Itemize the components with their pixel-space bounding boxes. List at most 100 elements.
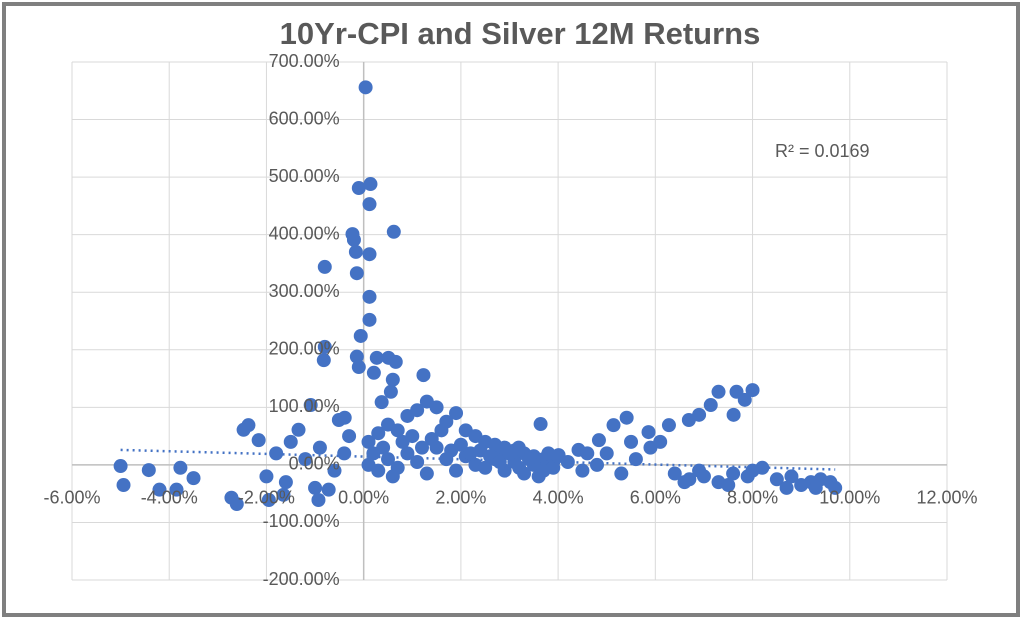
point bbox=[614, 466, 629, 481]
point bbox=[346, 232, 361, 247]
point bbox=[337, 446, 352, 461]
y-tick-label: 600.00% bbox=[269, 108, 340, 128]
point bbox=[348, 244, 363, 259]
point bbox=[173, 460, 188, 475]
point bbox=[317, 259, 332, 274]
point bbox=[619, 410, 634, 425]
x-tick-label: 0.00% bbox=[338, 488, 389, 508]
point bbox=[405, 429, 420, 444]
point bbox=[769, 472, 784, 487]
point bbox=[278, 475, 293, 490]
point bbox=[380, 452, 395, 467]
point bbox=[661, 418, 676, 433]
point bbox=[259, 469, 274, 484]
point bbox=[779, 480, 794, 495]
point bbox=[351, 181, 366, 196]
point bbox=[361, 434, 376, 449]
point bbox=[745, 463, 760, 478]
point bbox=[726, 466, 741, 481]
point bbox=[358, 80, 373, 95]
point bbox=[453, 437, 468, 452]
point bbox=[531, 469, 546, 484]
point bbox=[667, 466, 682, 481]
point bbox=[726, 407, 741, 422]
x-tick-label: 6.00% bbox=[630, 488, 681, 508]
point bbox=[641, 425, 656, 440]
point bbox=[624, 434, 639, 449]
point bbox=[276, 487, 291, 502]
point bbox=[808, 480, 823, 495]
point bbox=[478, 460, 493, 475]
point bbox=[703, 398, 718, 413]
point bbox=[692, 463, 707, 478]
point bbox=[383, 384, 398, 399]
chart-title: 10Yr-CPI and Silver 12M Returns bbox=[280, 16, 761, 51]
y-tick-label: 0.00% bbox=[289, 454, 340, 474]
point bbox=[390, 423, 405, 438]
y-tick-label: -200.00% bbox=[263, 569, 340, 589]
point bbox=[353, 328, 368, 343]
x-tick-label: 4.00% bbox=[533, 488, 584, 508]
point bbox=[362, 289, 377, 304]
point bbox=[385, 372, 400, 387]
point bbox=[376, 440, 391, 455]
point bbox=[681, 412, 696, 427]
point bbox=[677, 475, 692, 490]
point bbox=[349, 349, 364, 364]
point bbox=[653, 434, 668, 449]
point bbox=[721, 478, 736, 493]
point bbox=[317, 339, 332, 354]
point bbox=[308, 480, 323, 495]
y-tick-label: 500.00% bbox=[269, 166, 340, 186]
point bbox=[152, 482, 167, 497]
point bbox=[737, 392, 752, 407]
x-tick-label: -6.00% bbox=[43, 488, 100, 508]
point bbox=[371, 426, 386, 441]
y-tick-label: 700.00% bbox=[269, 51, 340, 71]
point bbox=[429, 400, 444, 415]
y-tick-label: 200.00% bbox=[269, 339, 340, 359]
point bbox=[591, 433, 606, 448]
x-tick-label: 2.00% bbox=[435, 488, 486, 508]
point bbox=[424, 431, 439, 446]
point bbox=[369, 350, 384, 365]
point bbox=[388, 354, 403, 369]
point bbox=[410, 403, 425, 418]
point bbox=[449, 463, 464, 478]
point bbox=[590, 457, 604, 472]
point bbox=[362, 312, 377, 327]
point bbox=[502, 446, 517, 461]
point bbox=[342, 429, 357, 444]
point bbox=[745, 383, 760, 398]
point bbox=[492, 455, 507, 470]
point bbox=[385, 469, 400, 484]
point bbox=[362, 247, 377, 262]
point bbox=[269, 446, 284, 461]
marks bbox=[113, 80, 843, 512]
x-tick-label: 12.00% bbox=[916, 488, 977, 508]
point bbox=[366, 365, 381, 380]
point bbox=[116, 478, 131, 493]
point bbox=[311, 492, 326, 507]
point bbox=[141, 463, 156, 478]
point bbox=[283, 434, 298, 449]
y-tick-label: -100.00% bbox=[263, 511, 340, 531]
y-tick-label: 400.00% bbox=[269, 223, 340, 243]
x-tick-label: 10.00% bbox=[819, 488, 880, 508]
point bbox=[828, 480, 843, 495]
point bbox=[321, 482, 336, 497]
point bbox=[251, 433, 266, 448]
point bbox=[434, 423, 449, 438]
point bbox=[628, 452, 643, 467]
point bbox=[711, 384, 726, 399]
point bbox=[419, 466, 434, 481]
point bbox=[371, 463, 386, 478]
point bbox=[560, 455, 575, 470]
x-tick-label: -2.00% bbox=[238, 488, 295, 508]
point bbox=[606, 418, 621, 433]
point bbox=[351, 360, 366, 375]
point bbox=[186, 471, 201, 486]
point bbox=[349, 266, 364, 281]
point bbox=[261, 492, 276, 507]
